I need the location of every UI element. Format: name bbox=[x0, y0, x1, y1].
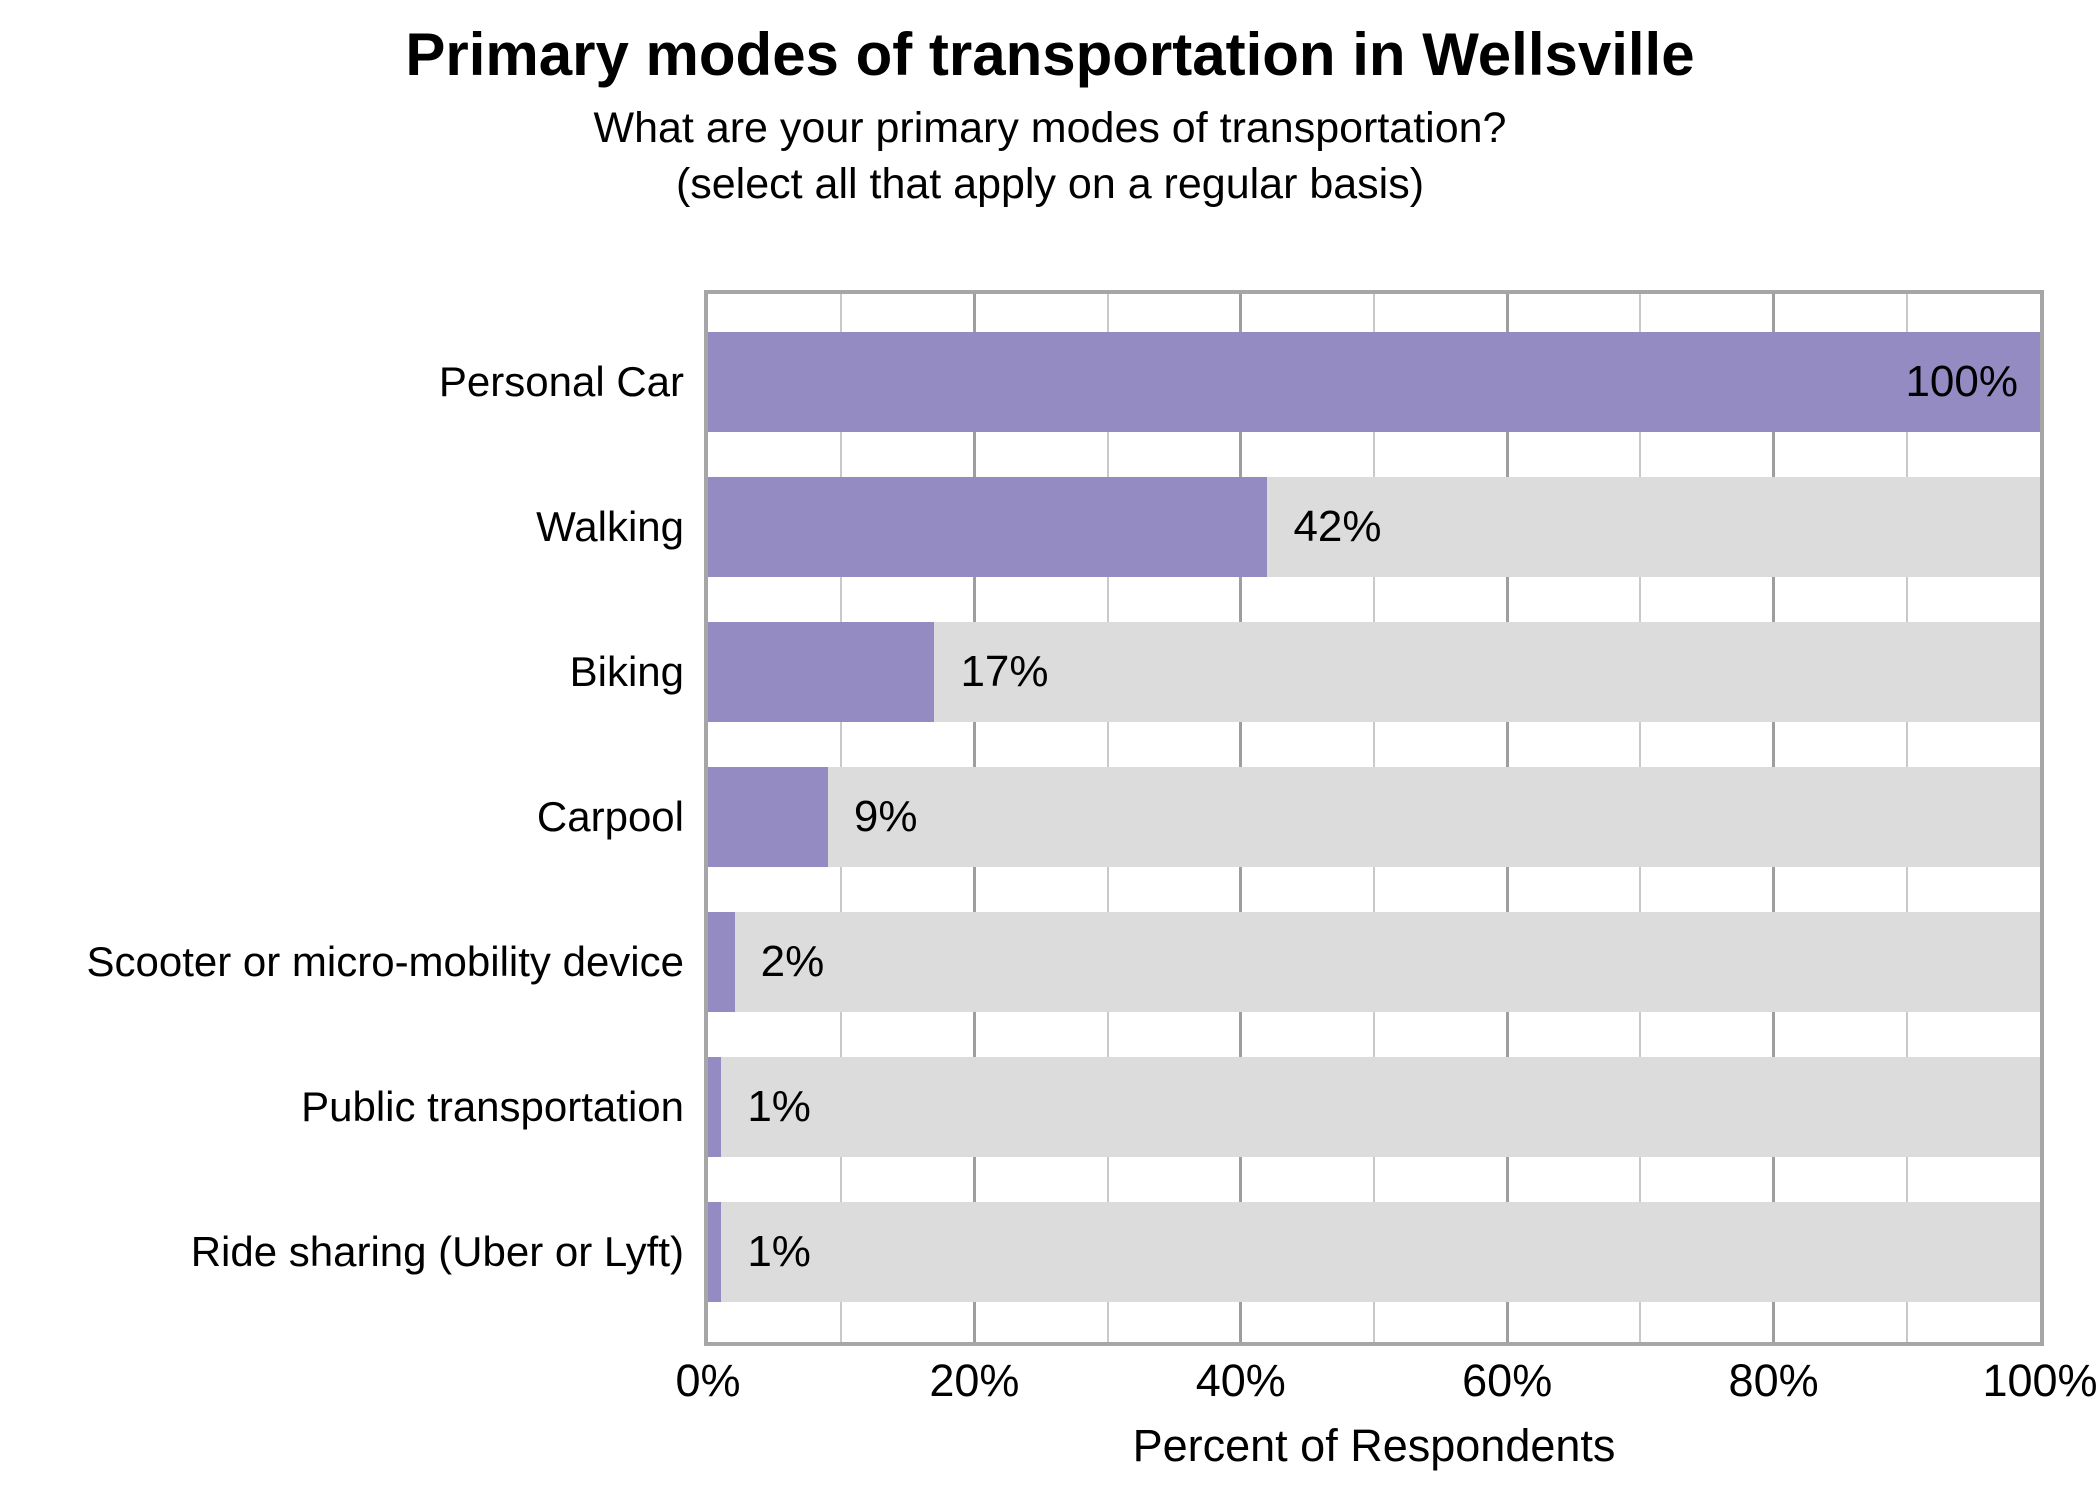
category-label: Scooter or micro-mobility device bbox=[86, 938, 684, 985]
bar-row: 100% bbox=[708, 332, 2040, 432]
x-tick-label-60: 60% bbox=[1462, 1355, 1553, 1406]
bar bbox=[708, 622, 935, 722]
category-label: Personal Car bbox=[438, 358, 684, 405]
bar-track bbox=[708, 1057, 2040, 1157]
bar bbox=[708, 767, 828, 867]
bar-row: 9% bbox=[708, 767, 2040, 867]
plot-area: 100% 42% 17% 9% 2% 1% 1% bbox=[704, 290, 2044, 1346]
chart-header: Primary modes of transportation in Wells… bbox=[0, 22, 2100, 212]
value-label: 1% bbox=[747, 1227, 811, 1276]
bar bbox=[708, 912, 735, 1012]
value-label: 100% bbox=[1905, 357, 2018, 406]
x-tick-label-20: 20% bbox=[929, 1355, 1020, 1406]
category-label: Ride sharing (Uber or Lyft) bbox=[190, 1228, 684, 1275]
bar bbox=[708, 1057, 722, 1157]
bar-track bbox=[708, 767, 2040, 867]
x-tick-label-40: 40% bbox=[1195, 1355, 1286, 1406]
value-label: 42% bbox=[1293, 502, 1382, 551]
category-label: Carpool bbox=[536, 793, 684, 840]
bar bbox=[708, 332, 2040, 432]
x-tick-label-100: 100% bbox=[1982, 1355, 2098, 1406]
x-tick-label-80: 80% bbox=[1728, 1355, 1819, 1406]
bar-track bbox=[708, 912, 2040, 1012]
bar-row: 42% bbox=[708, 477, 2040, 577]
value-label: 1% bbox=[747, 1082, 811, 1131]
chart-subtitle-line1: What are your primary modes of transport… bbox=[593, 104, 1507, 152]
bar-row: 1% bbox=[708, 1202, 2040, 1302]
category-label: Biking bbox=[569, 648, 684, 695]
chart-subtitle-line2: (select all that apply on a regular basi… bbox=[675, 160, 1425, 208]
value-label: 2% bbox=[760, 937, 825, 986]
bar-track bbox=[708, 1202, 2040, 1302]
bar-row: 1% bbox=[708, 1057, 2040, 1157]
bar-row: 2% bbox=[708, 912, 2040, 1012]
bar bbox=[708, 477, 1268, 577]
value-label: 17% bbox=[960, 647, 1049, 696]
chart-title: Primary modes of transportation in Wells… bbox=[405, 21, 1695, 88]
bar bbox=[708, 1202, 722, 1302]
category-label: Walking bbox=[536, 503, 684, 550]
category-label: Public transportation bbox=[301, 1083, 684, 1130]
chart-subtitle: What are your primary modes of transport… bbox=[0, 100, 2100, 212]
x-axis-title: Percent of Respondents bbox=[1132, 1420, 1616, 1471]
value-label: 9% bbox=[853, 792, 918, 841]
x-tick-label-0: 0% bbox=[675, 1355, 741, 1406]
bar-row: 17% bbox=[708, 622, 2040, 722]
